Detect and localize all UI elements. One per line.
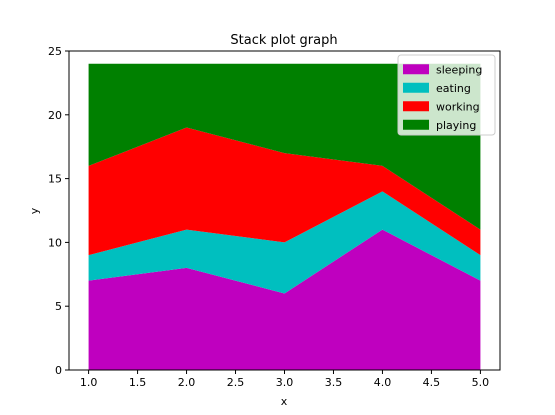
- area-playing: [88, 63, 481, 230]
- y-tick-label: 20: [48, 109, 62, 122]
- legend-swatch-sleeping: [403, 64, 429, 75]
- area-sleeping: [88, 229, 481, 370]
- x-tick-label: 3.5: [325, 376, 343, 389]
- y-tick-label: 25: [48, 45, 62, 58]
- legend-swatch-playing: [403, 119, 429, 130]
- x-tick-label: 4.5: [423, 376, 441, 389]
- y-tick-label: 0: [55, 364, 62, 377]
- y-tick-label: 15: [48, 173, 62, 186]
- area-working: [88, 127, 481, 256]
- x-tick-label: 5.0: [472, 376, 490, 389]
- x-tick-label: 2.0: [178, 376, 196, 389]
- x-tick-label: 4.0: [374, 376, 392, 389]
- y-axis-label: y: [28, 207, 41, 214]
- y-tick-label: 10: [48, 236, 62, 249]
- y-axis-ticks: 0 5 10 15 20 25: [48, 45, 69, 377]
- x-axis-ticks: 1.0 1.5 2.0 2.5 3.0 3.5 4.0 4.5 5.0: [80, 370, 489, 389]
- x-tick-label: 3.0: [276, 376, 294, 389]
- legend-label-eating: eating: [436, 82, 471, 95]
- chart-title: Stack plot graph: [230, 33, 337, 48]
- y-tick-label: 5: [55, 300, 62, 313]
- legend-swatch-eating: [403, 82, 429, 93]
- x-tick-label: 1.0: [80, 376, 98, 389]
- stack-areas: [88, 63, 481, 370]
- legend-label-working: working: [436, 100, 480, 113]
- legend-label-sleeping: sleeping: [436, 63, 482, 76]
- legend-box: [397, 54, 496, 136]
- legend: sleeping eating working playing: [397, 54, 496, 136]
- legend-swatch-working: [403, 101, 429, 112]
- legend-label-playing: playing: [436, 119, 476, 132]
- x-tick-label: 1.5: [129, 376, 147, 389]
- x-axis-label: x: [281, 395, 288, 408]
- x-tick-label: 2.5: [227, 376, 245, 389]
